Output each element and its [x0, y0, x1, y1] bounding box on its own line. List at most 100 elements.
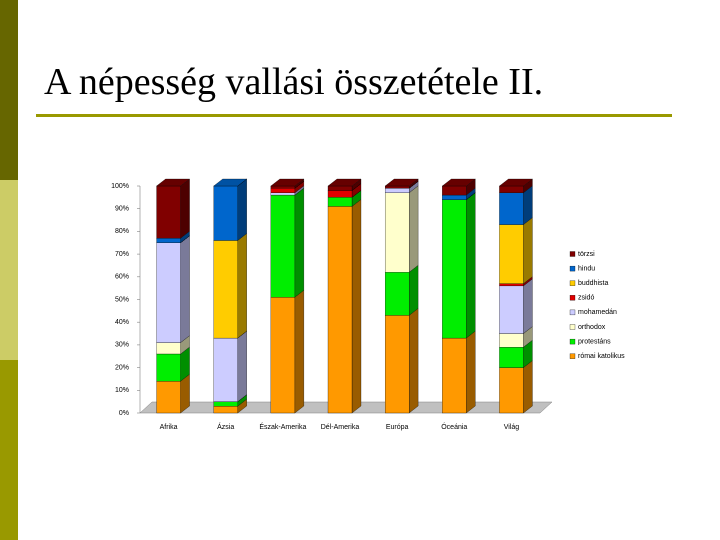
bar-side [523, 217, 533, 284]
legend-swatch [569, 280, 576, 286]
legend-swatch [569, 309, 576, 316]
bar-segment [499, 192, 524, 225]
title-rule [36, 114, 672, 117]
bar-segment [270, 194, 296, 298]
y-tick-label: 0% [119, 410, 129, 417]
bar-segment [442, 199, 467, 339]
y-tick-label: 30% [115, 342, 129, 349]
bar-top [270, 178, 305, 187]
legend-swatch [569, 324, 576, 330]
bar-segment [384, 315, 410, 414]
bar-segment [156, 353, 181, 382]
legend-label: orthodox [578, 324, 606, 331]
bar-side [237, 330, 247, 402]
bar-top [213, 178, 248, 187]
legend-label: zsidó [578, 295, 594, 302]
bar-side [180, 235, 190, 343]
legend-swatch [569, 251, 576, 257]
bar-side [408, 185, 419, 273]
bar-top [498, 178, 533, 187]
bar-segment [327, 197, 353, 207]
bar-segment [213, 185, 238, 241]
bar-segment [156, 381, 181, 414]
y-tick-label: 60% [115, 274, 129, 281]
bar-segment [384, 192, 410, 273]
bar-segment [213, 401, 238, 407]
bar-segment [442, 185, 467, 196]
bar-side [237, 178, 247, 241]
bar-segment [270, 188, 296, 193]
bar-side [408, 308, 419, 414]
bar-top [327, 178, 362, 187]
bar-segment [156, 242, 181, 343]
x-tick-label: Dél-Amerika [321, 424, 360, 431]
x-tick-label: Világ [504, 424, 520, 431]
side-stripe [0, 360, 18, 540]
y-tick-label: 90% [115, 206, 129, 213]
bar-top [441, 178, 476, 187]
bar-segment [270, 192, 296, 196]
bar-side [294, 187, 305, 298]
bar-top [384, 178, 419, 187]
legend-swatch [569, 265, 576, 272]
bar-segment [384, 188, 410, 193]
bar-segment [270, 297, 296, 414]
bar-segment [442, 194, 467, 200]
bar-segment [384, 272, 410, 316]
x-tick-label: Európa [386, 424, 409, 431]
y-tick-label: 70% [115, 251, 129, 258]
legend-label: római katolikus [578, 353, 625, 360]
side-stripe [0, 0, 18, 180]
bar-segment [499, 347, 524, 368]
legend-label: buddhista [578, 280, 608, 287]
bar-segment [213, 240, 238, 339]
bar-segment [213, 337, 238, 402]
x-tick-label: Afrika [160, 424, 178, 431]
y-tick-label: 80% [115, 228, 129, 235]
legend-label: mohamedán [578, 309, 617, 316]
bar-side [408, 264, 419, 316]
bar-segment [327, 185, 353, 191]
bar-segment [384, 185, 410, 189]
bar-segment [499, 367, 524, 414]
bar-side [523, 360, 533, 414]
slide-title: A népesség vallási összetétele II. [44, 61, 544, 103]
bar-side [351, 199, 362, 414]
bar-segment [270, 185, 296, 189]
bar-segment [499, 224, 524, 284]
x-tick-label: Ázsia [217, 422, 234, 431]
bar-side [466, 330, 476, 414]
legend-label: hindu [578, 265, 595, 272]
y-tick-label: 100% [111, 183, 129, 190]
bar-side [180, 178, 190, 239]
bar-segment [499, 283, 524, 287]
x-tick-label: Óceánia [441, 422, 467, 431]
bar-side [294, 289, 305, 414]
bar-top [156, 178, 191, 187]
x-tick-label: Észak-Amerika [259, 422, 306, 431]
y-tick-label: 20% [115, 364, 129, 371]
bar-segment [499, 185, 524, 193]
bar-side [466, 192, 476, 339]
bar-segment [499, 285, 524, 334]
bar-segment [156, 238, 181, 243]
legend-swatch [569, 353, 576, 359]
legend-swatch [569, 338, 576, 345]
y-tick-label: 40% [115, 319, 129, 326]
bar-segment [499, 333, 524, 348]
legend-swatch [569, 295, 576, 301]
bar-segment [442, 337, 467, 414]
bar-segment [213, 406, 238, 414]
bar-segment [327, 190, 353, 198]
y-tick-label: 10% [115, 387, 129, 394]
bar-side [237, 233, 247, 339]
legend-label: törzsi [578, 251, 595, 258]
bar-side [523, 278, 533, 334]
bar-segment [327, 206, 353, 414]
y-tick-label: 50% [115, 296, 129, 303]
bar-segment [156, 342, 181, 355]
bar-segment [156, 185, 181, 239]
legend-label: protestáns [578, 338, 611, 345]
